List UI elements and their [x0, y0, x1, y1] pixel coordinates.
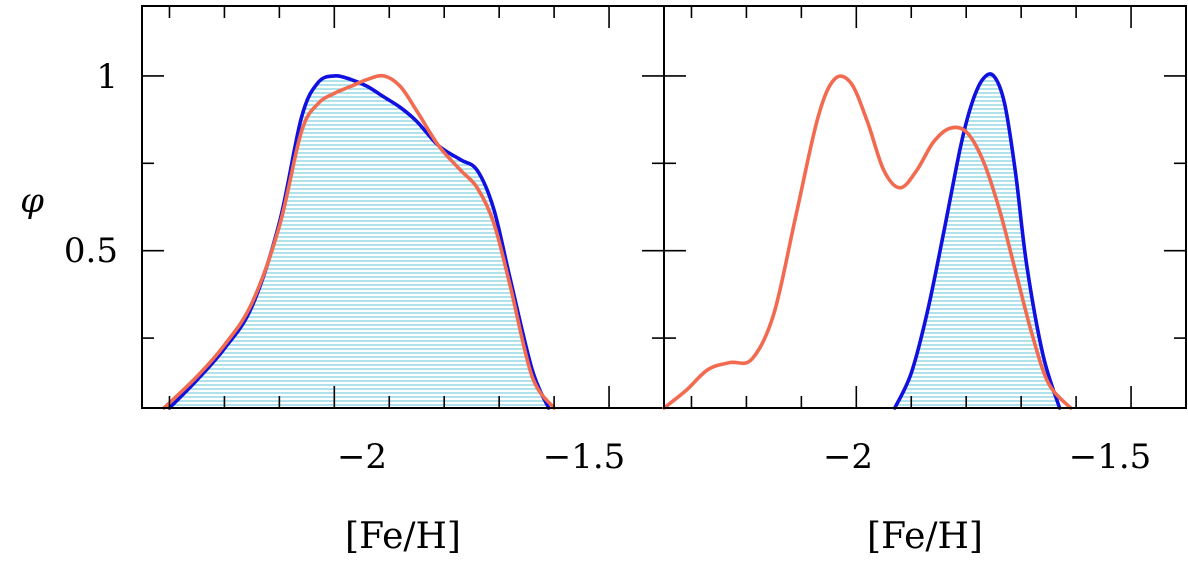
left-xtick-label-2: −1.5	[543, 437, 626, 477]
right-plot-frame	[663, 5, 1187, 409]
right-xtick-label-2: −1.5	[1069, 437, 1152, 477]
left-xtick-label-1: −2	[337, 437, 387, 477]
right-x-axis-label: [Fe/H]	[867, 516, 983, 557]
left-blue-distribution-curve-fill	[169, 75, 549, 409]
y-axis-label: φ	[20, 181, 44, 221]
right-red-distribution-curve	[662, 74, 1073, 410]
ytick-label-1: 1	[96, 57, 118, 97]
ytick-label-0-5: 0.5	[64, 231, 118, 271]
right-blue-distribution-curve	[892, 72, 1062, 410]
right-blue-distribution-curve-fill	[894, 73, 1060, 409]
left-series-layer	[162, 73, 556, 410]
right-ticks	[664, 6, 1187, 408]
left-x-axis-label: [Fe/H]	[345, 516, 461, 557]
panel-left: −2 −1.5 1 0.5 [Fe/H] φ	[20, 5, 665, 557]
right-xtick-label-1: −2	[823, 437, 873, 477]
right-series-layer	[662, 72, 1073, 410]
panel-right: −2 −1.5 [Fe/H]	[662, 5, 1187, 557]
left-red-distribution-curve	[162, 73, 556, 410]
